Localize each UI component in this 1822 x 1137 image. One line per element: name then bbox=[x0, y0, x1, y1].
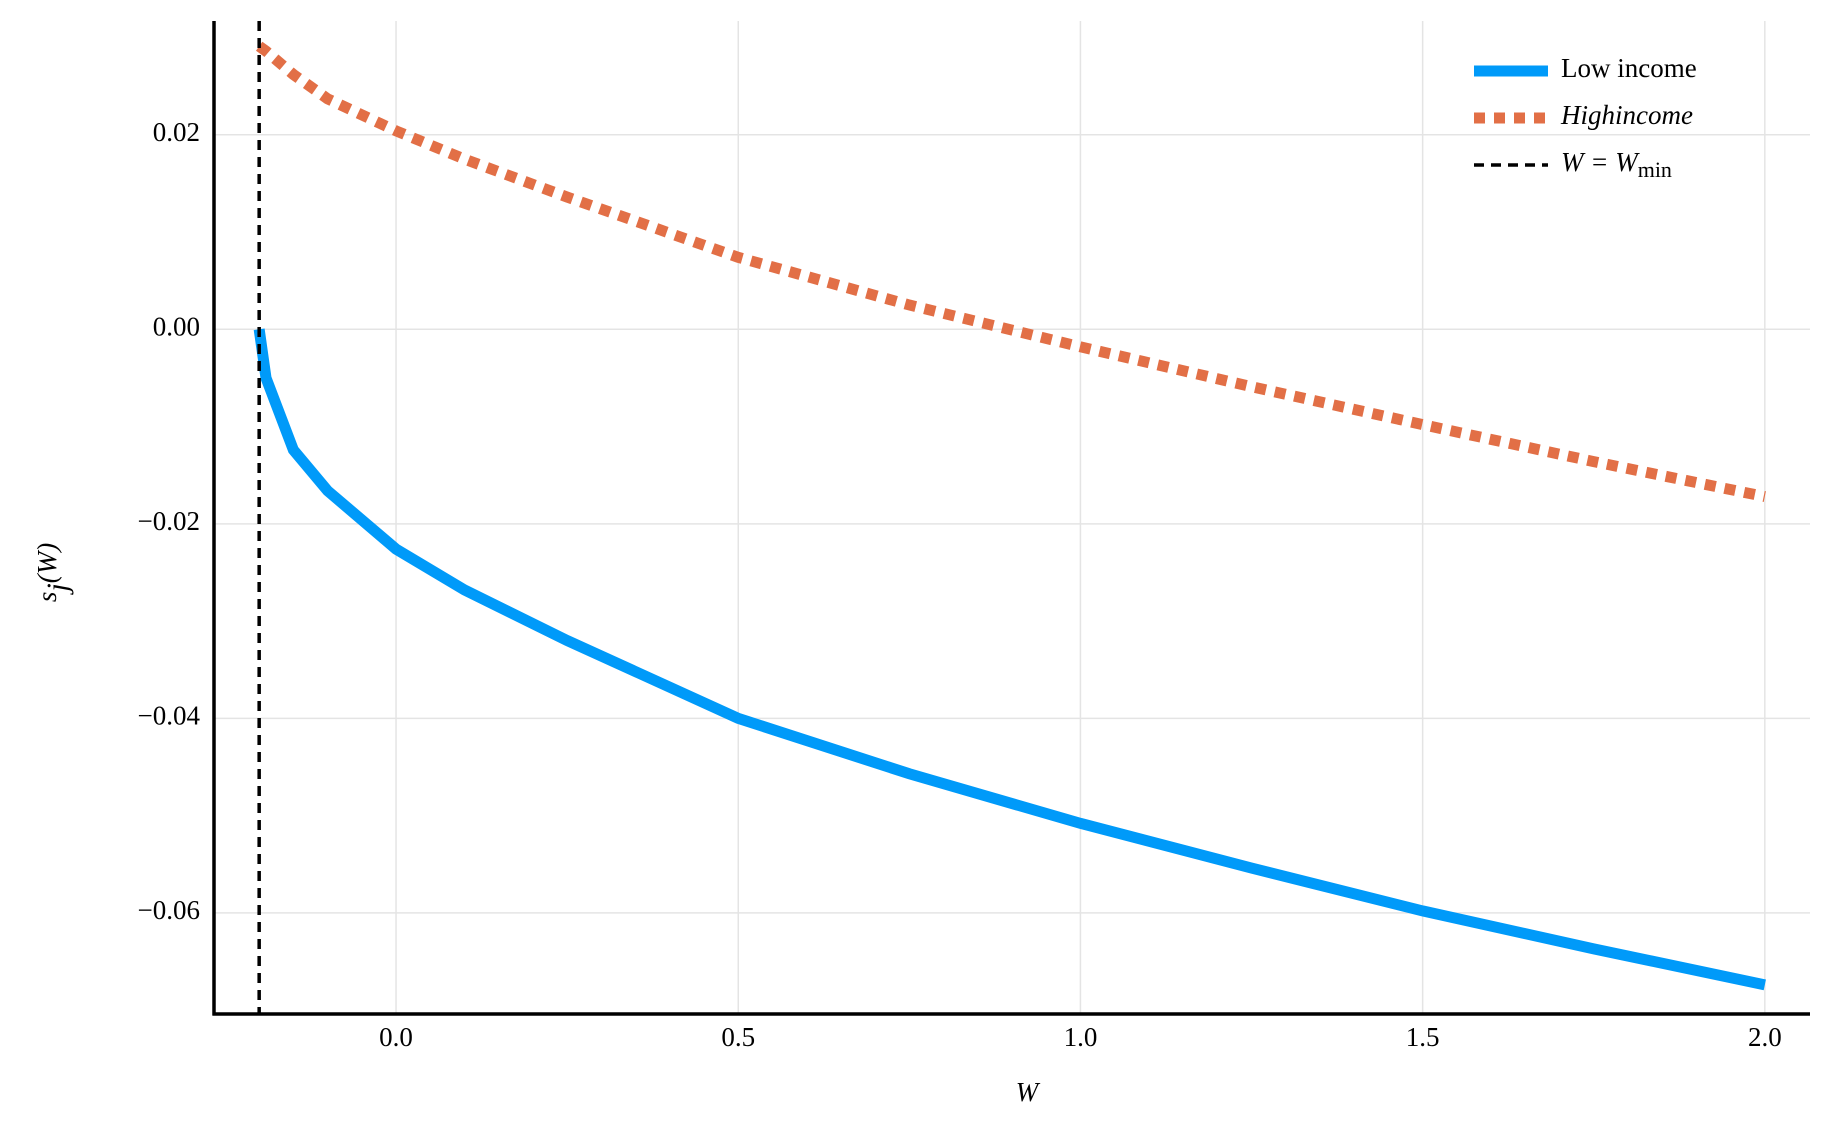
x-axis-label: W bbox=[1016, 1077, 1041, 1107]
y-axis-label-rest: (W) bbox=[32, 543, 62, 583]
legend-label: W = Wmin bbox=[1561, 147, 1672, 182]
legend-label: Low income bbox=[1561, 53, 1697, 83]
x-tick-label: 1.5 bbox=[1406, 1022, 1440, 1052]
y-tick-label: −0.02 bbox=[138, 506, 200, 536]
data-line bbox=[253, 328, 1766, 991]
legend-label-main: W = W bbox=[1561, 147, 1640, 177]
x-tick-label: 1.0 bbox=[1064, 1022, 1098, 1052]
y-axis-label: sj(W) bbox=[32, 543, 74, 602]
x-tick-label: 0.5 bbox=[721, 1022, 755, 1052]
x-tick-label: 0.0 bbox=[379, 1022, 413, 1052]
x-tick-label: 2.0 bbox=[1748, 1022, 1782, 1052]
y-axis-label-main: s bbox=[32, 592, 62, 603]
legend-label-sub: min bbox=[1638, 157, 1672, 182]
data-line bbox=[255, 41, 1766, 502]
y-tick-label: 0.02 bbox=[153, 117, 200, 147]
y-tick-label: −0.06 bbox=[138, 895, 200, 925]
legend-label: Highincome bbox=[1560, 100, 1693, 130]
y-axis-label-sub: j bbox=[41, 583, 74, 595]
y-tick-label: 0.00 bbox=[153, 312, 200, 342]
y-tick-label: −0.04 bbox=[138, 701, 201, 731]
